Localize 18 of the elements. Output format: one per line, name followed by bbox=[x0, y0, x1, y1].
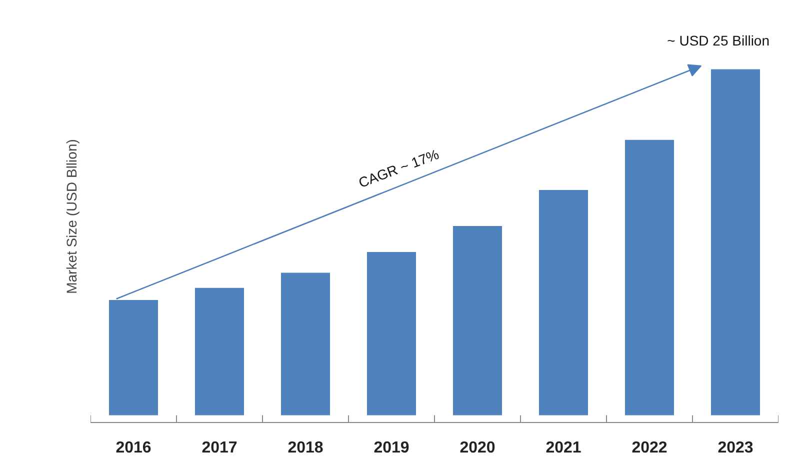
bar bbox=[452, 226, 502, 416]
text: ~ USD 25 Billion bbox=[667, 32, 770, 49]
bar bbox=[194, 288, 244, 416]
annotation: CAGR ~ 17% bbox=[356, 146, 441, 191]
bar bbox=[366, 252, 416, 416]
bar bbox=[624, 140, 674, 416]
x-tick-label: 2019 bbox=[374, 440, 410, 456]
x-tick-label: 2021 bbox=[546, 440, 582, 456]
x-tick-label: 2022 bbox=[632, 440, 668, 456]
x-tick-label: 2020 bbox=[460, 440, 496, 456]
y-axis-title: Market Size (USD Bllion) bbox=[64, 139, 80, 294]
x-tick-label: 2018 bbox=[288, 440, 324, 456]
x-tick-label: 2023 bbox=[718, 440, 754, 456]
x-tick-label: 2016 bbox=[116, 440, 152, 456]
bar bbox=[280, 272, 330, 416]
x-tick-label: 2017 bbox=[202, 440, 238, 456]
bar bbox=[538, 190, 588, 416]
bar bbox=[710, 69, 760, 416]
